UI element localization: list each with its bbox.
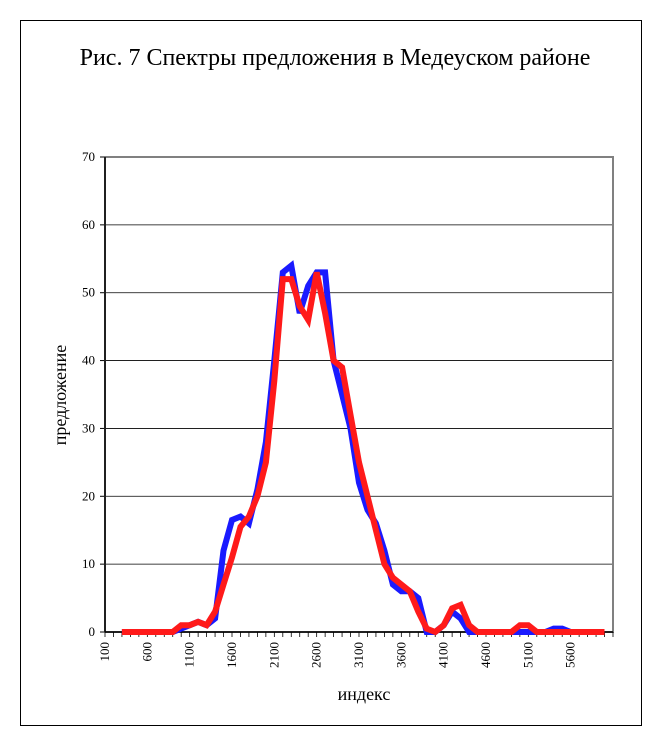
x-tick-label: 5600 [563,642,578,668]
x-tick-label: 3100 [351,642,366,668]
y-tick-label: 30 [82,420,95,435]
x-tick-label: 1600 [224,642,239,668]
series-line-2 [121,271,605,636]
y-axis-label: предложение [50,345,70,446]
y-tick-label: 10 [82,556,95,571]
y-tick-label: 40 [82,353,95,368]
y-tick-label: 0 [89,624,96,639]
x-tick-label: 3600 [393,642,408,668]
series-line-1 [121,260,605,635]
y-tick-label: 60 [82,217,95,232]
x-tick-label: 5100 [520,642,535,668]
x-tick-label: 600 [139,642,154,662]
y-tick-label: 50 [82,285,95,300]
x-tick-label: 4600 [478,642,493,668]
chart-title: Рис. 7 Спектры предложения в Медеуском р… [79,45,591,71]
x-tick-label: 100 [97,642,112,662]
x-tick-label: 4100 [436,642,451,668]
y-tick-label: 20 [82,488,95,503]
x-tick-label: 1100 [182,642,197,668]
chart-frame [20,20,642,726]
x-tick-label: 2100 [266,642,281,668]
plot-area-border [104,156,614,633]
x-axis-label: индекс [338,684,391,704]
x-tick-label: 2600 [309,642,324,668]
y-tick-label: 70 [82,149,95,164]
